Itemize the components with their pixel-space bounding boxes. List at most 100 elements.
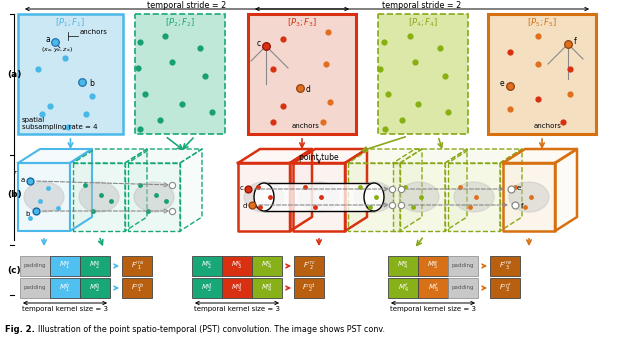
Text: $M_4^c$: $M_4^c$ [262,260,273,272]
Text: r: r [14,170,17,176]
Ellipse shape [244,182,284,212]
Bar [448,256,478,276]
Text: Illustration of the point spatio-temporal (PST) convolution. The image shows PST: Illustration of the point spatio-tempora… [38,326,385,334]
Text: (c): (c) [7,265,20,275]
Text: Fig. 2.: Fig. 2. [5,326,35,334]
Text: $F'^{re}_3$: $F'^{re}_3$ [499,260,511,272]
Polygon shape [400,149,422,231]
Ellipse shape [299,182,339,212]
Ellipse shape [399,182,439,212]
Text: c: c [257,39,261,49]
Text: $[P_2;F_2]$: $[P_2;F_2]$ [165,17,195,29]
Bar [388,278,418,298]
Text: $[P_4;F_4]$: $[P_4;F_4]$ [408,17,438,29]
Bar [192,256,222,276]
Bar [294,256,324,276]
Polygon shape [500,149,522,231]
Text: padding: padding [24,263,46,268]
Polygon shape [290,149,312,231]
Text: $M_3^c$: $M_3^c$ [232,260,243,272]
Text: temporal kernel size = 3: temporal kernel size = 3 [194,306,280,312]
Polygon shape [264,183,374,211]
Text: padding: padding [452,263,474,268]
Text: $M_5^f$: $M_5^f$ [428,281,438,295]
Ellipse shape [364,183,384,211]
Bar [418,278,448,298]
Text: $F'^{ra}_1$: $F'^{ra}_1$ [131,260,143,272]
Text: e: e [499,79,504,89]
Text: a: a [20,177,25,183]
Polygon shape [73,163,125,231]
Text: spatial: spatial [22,117,45,123]
Text: temporal stride = 2: temporal stride = 2 [147,1,227,11]
Text: $M_3^d$: $M_3^d$ [231,281,243,295]
Text: $(x_a,y_a,z_a)$: $(x_a,y_a,z_a)$ [41,44,73,53]
Text: temporal stride = 2: temporal stride = 2 [382,1,461,11]
Polygon shape [238,163,290,231]
Polygon shape [393,149,467,163]
Ellipse shape [354,182,394,212]
Text: b: b [89,79,94,88]
Text: $[P_5;F_5]$: $[P_5;F_5]$ [527,17,557,29]
Text: $F'^{rb}_1$: $F'^{rb}_1$ [131,281,143,295]
Bar [252,278,282,298]
Bar [490,278,520,298]
Polygon shape [348,149,422,163]
Polygon shape [448,149,522,163]
Polygon shape [555,149,577,231]
Polygon shape [448,163,500,231]
Text: anchors: anchors [534,123,562,129]
Text: $M_4^d$: $M_4^d$ [261,281,273,295]
Polygon shape [125,149,147,231]
Text: d: d [306,86,311,94]
Bar [80,278,110,298]
Text: $M_4^e$: $M_4^e$ [397,260,409,272]
Text: $M_1^a$: $M_1^a$ [60,260,70,272]
Text: $M_2^d$: $M_2^d$ [201,281,213,295]
Polygon shape [345,149,367,231]
Text: $F'^{rd}_2$: $F'^{rd}_2$ [302,281,316,295]
Polygon shape [445,149,467,231]
Text: point tube: point tube [299,154,339,162]
Bar [388,256,418,276]
Polygon shape [238,149,312,163]
Polygon shape [128,149,202,163]
Polygon shape [18,149,92,163]
Text: b: b [26,211,30,217]
Text: anchors: anchors [292,123,320,129]
Text: $F'^{rf}_3$: $F'^{rf}_3$ [499,281,511,295]
Text: subsampling rate = 4: subsampling rate = 4 [22,124,97,130]
Polygon shape [393,163,445,231]
Polygon shape [73,149,147,163]
Bar [122,278,152,298]
Text: f: f [574,38,577,47]
Text: padding: padding [24,286,46,290]
Polygon shape [293,149,367,163]
Bar [135,14,225,134]
Text: $[P_3;F_3]$: $[P_3;F_3]$ [287,17,317,29]
Bar [222,278,252,298]
Bar [80,256,110,276]
Bar [20,256,50,276]
Text: padding: padding [452,286,474,290]
Polygon shape [180,149,202,231]
Bar [490,256,520,276]
Ellipse shape [134,182,174,212]
Bar [122,256,152,276]
Text: $M_2^c$: $M_2^c$ [202,260,212,272]
Polygon shape [293,163,345,231]
Bar [252,256,282,276]
Bar [418,256,448,276]
Polygon shape [503,149,577,163]
Text: d: d [243,203,247,209]
Text: a: a [45,35,50,43]
Text: (b): (b) [7,190,22,199]
Bar [448,278,478,298]
Bar [248,14,356,134]
Bar [20,278,50,298]
Text: $M_5^e$: $M_5^e$ [428,260,438,272]
Polygon shape [503,163,555,231]
Bar [378,14,468,134]
Text: c: c [239,185,243,191]
Text: $[P_1;F_1]$: $[P_1;F_1]$ [56,17,86,29]
